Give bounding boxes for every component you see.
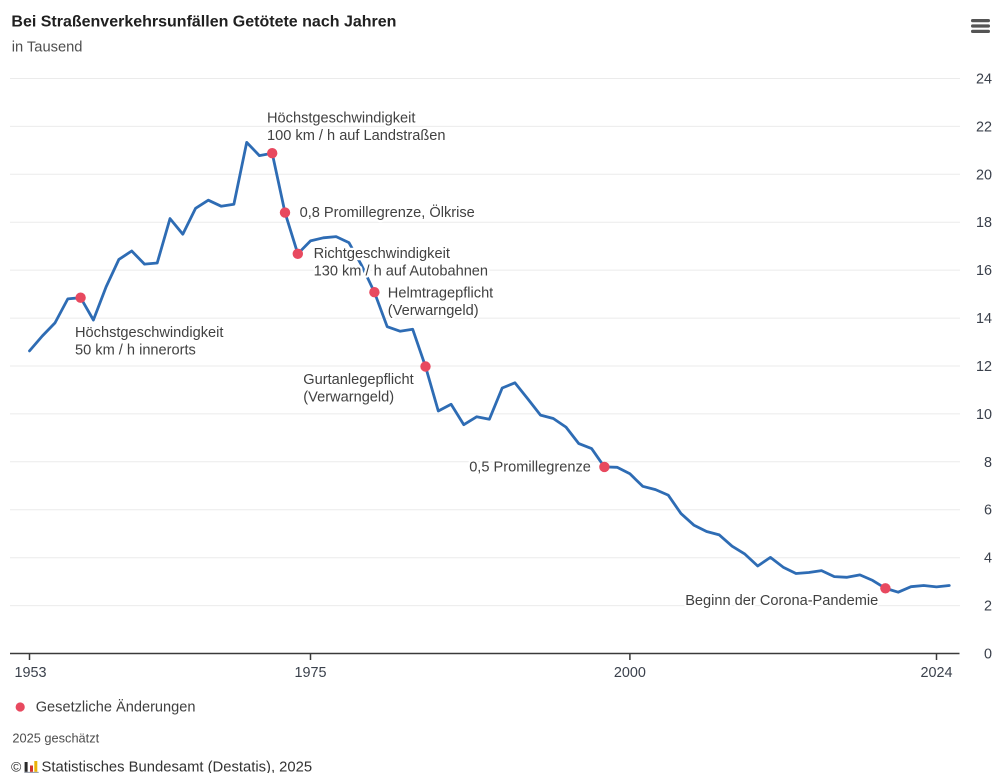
svg-text:14: 14 [976, 311, 992, 327]
svg-text:Bei Straßenverkehrsunfällen Ge: Bei Straßenverkehrsunfällen Getötete nac… [11, 13, 396, 30]
svg-text:18: 18 [976, 215, 992, 231]
svg-text:130 km / h auf Autobahnen: 130 km / h auf Autobahnen [314, 264, 488, 280]
svg-text:Statistisches Bundesamt (Desta: Statistisches Bundesamt (Destatis), 2025 [42, 760, 313, 773]
svg-text:24: 24 [976, 72, 992, 88]
svg-text:8: 8 [984, 455, 992, 471]
svg-text:1953: 1953 [14, 665, 46, 681]
svg-text:10: 10 [976, 407, 992, 423]
svg-text:Beginn der Corona-Pandemie: Beginn der Corona-Pandemie [685, 593, 878, 609]
svg-text:in Tausend: in Tausend [12, 40, 83, 56]
svg-text:22: 22 [976, 119, 992, 135]
svg-text:50 km / h innerorts: 50 km / h innerorts [75, 343, 196, 359]
svg-text:12: 12 [976, 359, 992, 375]
svg-text:2024: 2024 [920, 665, 952, 681]
svg-text:(Verwarngeld): (Verwarngeld) [388, 303, 479, 319]
svg-text:Richtgeschwindigkeit: Richtgeschwindigkeit [314, 246, 450, 262]
svg-text:2000: 2000 [614, 665, 646, 681]
svg-text:2: 2 [984, 599, 992, 615]
svg-text:Gesetzliche Änderungen: Gesetzliche Änderungen [36, 699, 196, 716]
svg-text:0: 0 [984, 647, 992, 663]
svg-text:Höchstgeschwindigkeit: Höchstgeschwindigkeit [75, 325, 223, 341]
svg-text:100 km / h auf Landstraßen: 100 km / h auf Landstraßen [267, 128, 445, 144]
svg-text:6: 6 [984, 503, 992, 519]
svg-text:4: 4 [984, 551, 992, 567]
svg-text:©: © [11, 759, 22, 773]
svg-text:Helmtragepflicht: Helmtragepflicht [388, 286, 493, 302]
svg-text:16: 16 [976, 263, 992, 279]
svg-text:0,5 Promillegrenze: 0,5 Promillegrenze [469, 460, 591, 476]
svg-text:2025 geschätzt: 2025 geschätzt [12, 731, 99, 746]
svg-text:(Verwarngeld): (Verwarngeld) [303, 390, 394, 406]
svg-text:20: 20 [976, 167, 992, 183]
svg-text:Gurtanlegepflicht: Gurtanlegepflicht [303, 372, 413, 388]
svg-text:1975: 1975 [294, 665, 326, 681]
svg-text:0,8 Promillegrenze, Ölkrise: 0,8 Promillegrenze, Ölkrise [300, 203, 475, 221]
svg-text:Höchstgeschwindigkeit: Höchstgeschwindigkeit [267, 111, 415, 127]
